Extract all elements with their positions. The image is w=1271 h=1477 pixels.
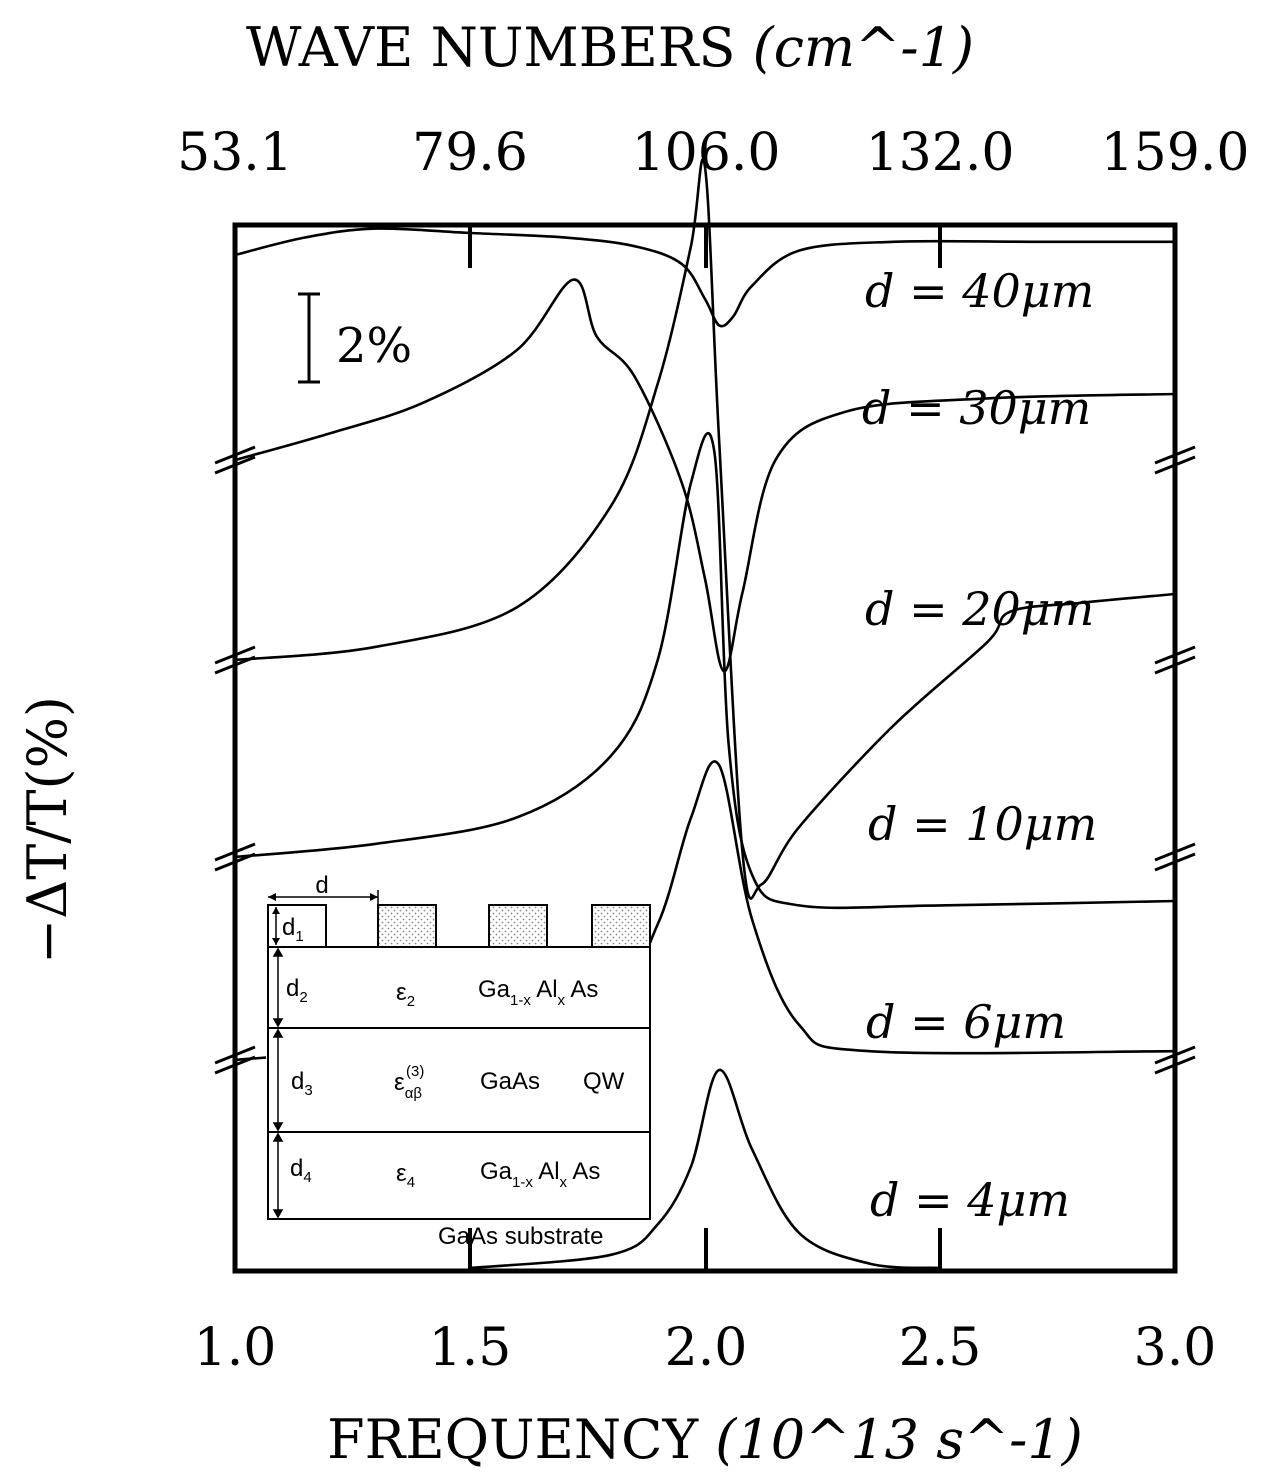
axis-break-mark	[1154, 842, 1196, 862]
layer-material: GaAs	[480, 1068, 540, 1095]
axis-break-mark	[1154, 655, 1196, 675]
axis-break-mark	[214, 842, 256, 862]
series-label: d = 4μm	[870, 1173, 1070, 1227]
bottom-tick-label: 1.5	[429, 1318, 512, 1378]
axis-break-mark	[214, 1055, 256, 1075]
grating-strip	[488, 904, 548, 948]
axis-break-mark	[214, 852, 256, 872]
bottom-tick-labels: 1.0 1.5 2.0 2.5 3.0	[194, 1318, 1217, 1378]
axis-breaks	[214, 445, 1196, 1075]
series-line	[233, 432, 1177, 910]
axis-break-mark	[1154, 455, 1196, 475]
axis-break-mark	[1154, 445, 1196, 465]
series-label: d = 40μm	[865, 264, 1094, 318]
scale-bar: 2%	[298, 292, 412, 384]
plot-frame	[232, 222, 1178, 1274]
series-line	[233, 158, 1177, 900]
axis-break-mark	[1154, 645, 1196, 665]
series-label: d = 20μm	[865, 582, 1094, 636]
grating-strip	[377, 904, 437, 948]
scale-bar-label: 2%	[336, 318, 412, 374]
bottom-tick-label: 2.5	[899, 1318, 982, 1378]
top-tick-label: 53.1	[177, 123, 293, 183]
series-line	[468, 1068, 942, 1270]
axis-break-mark	[214, 645, 256, 665]
axis-break-mark	[1154, 1045, 1196, 1065]
series-line	[233, 227, 1177, 328]
series-line	[233, 278, 1177, 673]
bottom-axis-unit: (10^13 s^-1)	[715, 1408, 1083, 1471]
axis-break-mark	[1154, 1055, 1196, 1075]
grating-strip	[591, 904, 651, 948]
axis-break-mark	[214, 655, 256, 675]
series-label: d = 30μm	[862, 381, 1091, 435]
axis-break-mark	[1154, 852, 1196, 872]
axis-break-mark	[214, 1045, 256, 1065]
top-tick-label: 79.6	[412, 123, 528, 183]
axis-break-mark	[214, 455, 256, 475]
series-label: d = 10μm	[868, 797, 1097, 851]
curve-labels: d = 40μm d = 30μm d = 20μm d = 10μm d = …	[862, 264, 1097, 1227]
layer-extra: QW	[583, 1068, 625, 1095]
y-axis-title: −ΔT/T(%)	[16, 696, 79, 964]
top-tick-labels: 53.1 79.6 106.0 132.0 159.0	[177, 123, 1249, 183]
axis-break-mark	[214, 445, 256, 465]
top-axis-title: WAVE NUMBERS (cm^-1)	[246, 16, 974, 79]
top-tick-label: 159.0	[1101, 123, 1250, 183]
bottom-axis-title: FREQUENCY (10^13 s^-1)	[327, 1408, 1083, 1471]
series-label: d = 6μm	[866, 995, 1066, 1049]
substrate-label: GaAs substrate	[438, 1223, 603, 1250]
top-axis-unit: (cm^-1)	[753, 16, 974, 79]
period-label: d	[315, 872, 328, 899]
bottom-tick-label: 1.0	[194, 1318, 277, 1378]
inset-diagram: d d1 d2 ε2 Ga1-x Alx As d3 εαβ(3) GaAs Q…	[266, 872, 651, 1250]
bottom-tick-label: 3.0	[1134, 1318, 1217, 1378]
bottom-tick-label: 2.0	[665, 1318, 748, 1378]
top-tick-label: 132.0	[866, 123, 1015, 183]
